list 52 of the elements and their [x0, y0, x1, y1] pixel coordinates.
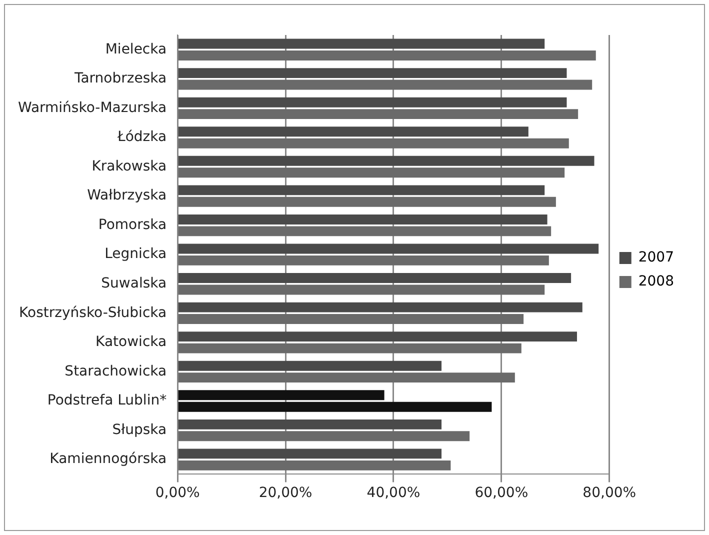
y-tick-label: Słupska: [112, 422, 167, 438]
bar: [178, 419, 442, 430]
y-tick-label: Tarnobrzeska: [73, 70, 167, 87]
y-tick-label: Wałbrzyska: [87, 188, 167, 204]
y-tick-label: Warmińsko-Mazurska: [18, 100, 167, 116]
bar: [178, 302, 582, 312]
x-tick-label: 60,00%: [474, 485, 528, 502]
bar: [178, 168, 565, 178]
bar: [178, 372, 515, 383]
bar: [178, 50, 596, 60]
bar: [178, 448, 442, 459]
y-tick-label: Krakowska: [92, 158, 167, 174]
y-tick-label: Łódzka: [116, 129, 167, 146]
bar: [178, 360, 442, 371]
bar: [178, 38, 545, 49]
bar: [178, 138, 569, 148]
bar: [178, 226, 552, 236]
bar: [178, 343, 522, 354]
bar: [178, 390, 384, 400]
y-tick-label: Pomorska: [98, 216, 167, 233]
bar: [178, 156, 594, 166]
bar: [178, 97, 567, 108]
x-tick-label: 80,00%: [582, 485, 636, 502]
bar: [178, 431, 470, 442]
bar: [178, 126, 528, 137]
bar: [178, 332, 577, 342]
bar: [178, 109, 578, 120]
bar: [178, 68, 567, 78]
x-tick-label: 0,00%: [155, 485, 200, 502]
y-tick-label: Suwalska: [101, 276, 167, 292]
legend-label: 2007: [638, 250, 674, 266]
x-tick-label: 40,00%: [366, 485, 420, 502]
bar: [178, 196, 556, 207]
bar: [178, 273, 572, 283]
bar: [178, 244, 599, 254]
legend-label: 2008: [638, 274, 674, 290]
bar: [178, 255, 549, 266]
x-tick-label: 20,00%: [258, 485, 312, 502]
y-tick-label: Kamiennogórska: [50, 451, 167, 468]
y-tick-label: Legnicka: [104, 246, 167, 262]
bar: [178, 284, 545, 295]
bar: [178, 214, 548, 224]
bar: [178, 80, 592, 90]
y-tick-label: Starachowicka: [64, 363, 167, 380]
y-tick-label: Kostrzyńsko-Słubicka: [19, 304, 167, 321]
y-tick-label: Katowicka: [96, 334, 167, 350]
y-tick-label: Podstrefa Lublin*: [47, 392, 167, 409]
bar: [178, 314, 524, 324]
bar: [178, 460, 451, 470]
y-tick-label: Mielecka: [105, 41, 167, 58]
bar: [178, 185, 545, 196]
bar: [178, 402, 492, 412]
